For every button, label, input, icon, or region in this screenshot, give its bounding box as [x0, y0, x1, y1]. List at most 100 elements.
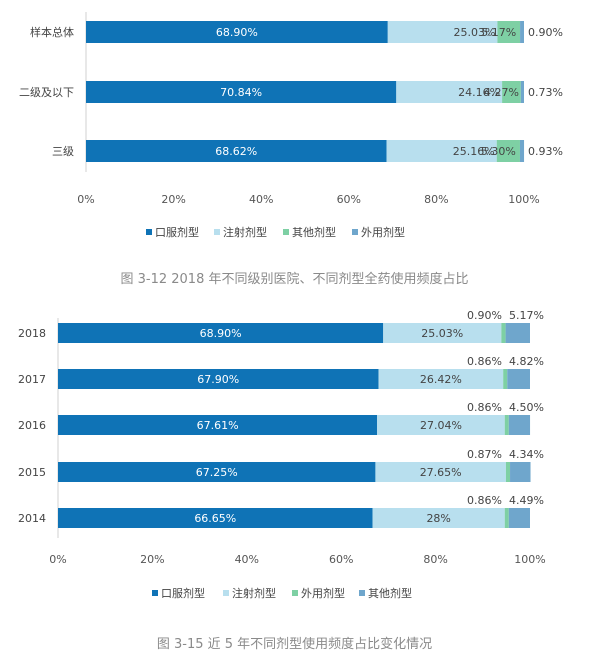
bar-segment — [58, 462, 376, 482]
legend-swatch — [352, 229, 358, 235]
legend-swatch — [214, 229, 220, 235]
category-label: 样本总体 — [30, 25, 74, 39]
bar-segment — [375, 462, 506, 482]
x-tick-label: 80% — [424, 193, 448, 206]
data-label: 27.65% — [420, 466, 462, 479]
data-label: 68.90% — [200, 327, 242, 340]
data-label: 4.49% — [509, 494, 544, 507]
legend-swatch — [152, 590, 158, 596]
bar-segment — [505, 323, 530, 343]
bar-segment — [386, 140, 497, 162]
bar-segment — [86, 81, 397, 103]
legend-label: 外用剂型 — [301, 586, 345, 600]
chart-hospital-level-caption: 图 3-12 2018 年不同级别医院、不同剂型全药使用频度占比 — [120, 272, 469, 287]
x-tick-label: 40% — [235, 553, 259, 566]
bar-segment — [520, 21, 524, 43]
data-label: 5.17% — [509, 309, 544, 322]
bar-segment — [508, 508, 530, 528]
x-tick-label: 80% — [423, 553, 447, 566]
legend-label: 注射剂型 — [232, 586, 276, 600]
chart-five-year-trend-caption: 图 3-15 近 5 年不同剂型使用频度占比变化情况 — [156, 637, 433, 652]
legend-label: 外用剂型 — [361, 225, 405, 239]
bar-segment — [86, 21, 388, 43]
data-label: 24.16% — [458, 86, 500, 99]
legend-label: 其他剂型 — [368, 586, 412, 600]
data-label: 25.03% — [453, 26, 495, 39]
legend-swatch — [283, 229, 289, 235]
data-label: 67.61% — [197, 419, 239, 432]
category-label: 2017 — [18, 373, 46, 386]
data-label: 0.86% — [467, 494, 502, 507]
bar-segment — [503, 369, 508, 389]
data-label: 28% — [426, 512, 450, 525]
data-label: 0.93% — [528, 145, 563, 158]
bar-segment — [508, 415, 531, 435]
data-label: 0.86% — [467, 401, 502, 414]
bar-segment — [58, 508, 373, 528]
bar-segment — [505, 462, 511, 482]
x-tick-label: 100% — [508, 193, 539, 206]
legend-label: 口服剂型 — [161, 586, 205, 600]
legend-swatch — [223, 590, 229, 596]
data-label: 67.25% — [196, 466, 238, 479]
data-label: 5.17% — [481, 26, 516, 39]
bar-segment — [510, 462, 531, 482]
data-label: 5.30% — [481, 145, 516, 158]
data-label: 4.34% — [509, 448, 544, 461]
data-label: 0.73% — [528, 86, 563, 99]
data-label: 70.84% — [220, 86, 262, 99]
data-label: 25.03% — [421, 327, 463, 340]
bar-segment — [58, 323, 384, 343]
x-tick-label: 20% — [140, 553, 164, 566]
data-label: 4.27% — [484, 86, 519, 99]
data-label: 4.50% — [509, 401, 544, 414]
legend-swatch — [292, 590, 298, 596]
bar-segment — [520, 81, 524, 103]
data-label: 4.82% — [509, 355, 544, 368]
x-tick-label: 100% — [514, 553, 545, 566]
bar-segment — [377, 415, 505, 435]
bar-segment — [519, 140, 525, 162]
bar-segment — [58, 415, 378, 435]
legend-swatch — [359, 590, 365, 596]
x-tick-label: 20% — [161, 193, 185, 206]
bar-segment — [396, 81, 503, 103]
category-label: 2015 — [18, 466, 46, 479]
bar-segment — [372, 508, 505, 528]
data-label: 0.90% — [528, 26, 563, 39]
bar-segment — [501, 323, 506, 343]
bar-segment — [507, 369, 530, 389]
category-label: 2014 — [18, 512, 46, 525]
legend-label: 注射剂型 — [223, 225, 267, 239]
bar-segment — [497, 21, 521, 43]
x-tick-label: 60% — [329, 553, 353, 566]
legend-label: 其他剂型 — [292, 225, 336, 239]
category-label: 2018 — [18, 327, 46, 340]
x-tick-label: 0% — [77, 193, 94, 206]
bar-segment — [502, 81, 521, 103]
bar-segment — [387, 21, 498, 43]
x-tick-label: 0% — [49, 553, 66, 566]
data-label: 67.90% — [197, 373, 239, 386]
x-tick-label: 60% — [337, 193, 361, 206]
data-label: 0.90% — [467, 309, 502, 322]
data-label: 0.87% — [467, 448, 502, 461]
bar-segment — [86, 140, 387, 162]
data-label: 0.86% — [467, 355, 502, 368]
bar-segment — [496, 140, 520, 162]
data-label: 66.65% — [194, 512, 236, 525]
x-tick-label: 40% — [249, 193, 273, 206]
bar-segment — [383, 323, 502, 343]
legend-label: 口服剂型 — [155, 225, 199, 239]
data-label: 68.62% — [215, 145, 257, 158]
category-label: 2016 — [18, 419, 46, 432]
data-label: 26.42% — [420, 373, 462, 386]
bar-segment — [58, 369, 379, 389]
category-label: 三级 — [52, 145, 74, 158]
bar-segment — [504, 508, 509, 528]
data-label: 25.16% — [453, 145, 495, 158]
bar-segment — [504, 415, 509, 435]
chart-five-year-trend: 2018 68.90% 25.03% 0.90% 5.17% 2017 67.90% 26.4… — [18, 309, 546, 600]
data-label: 68.90% — [216, 26, 258, 39]
data-label: 27.04% — [420, 419, 462, 432]
